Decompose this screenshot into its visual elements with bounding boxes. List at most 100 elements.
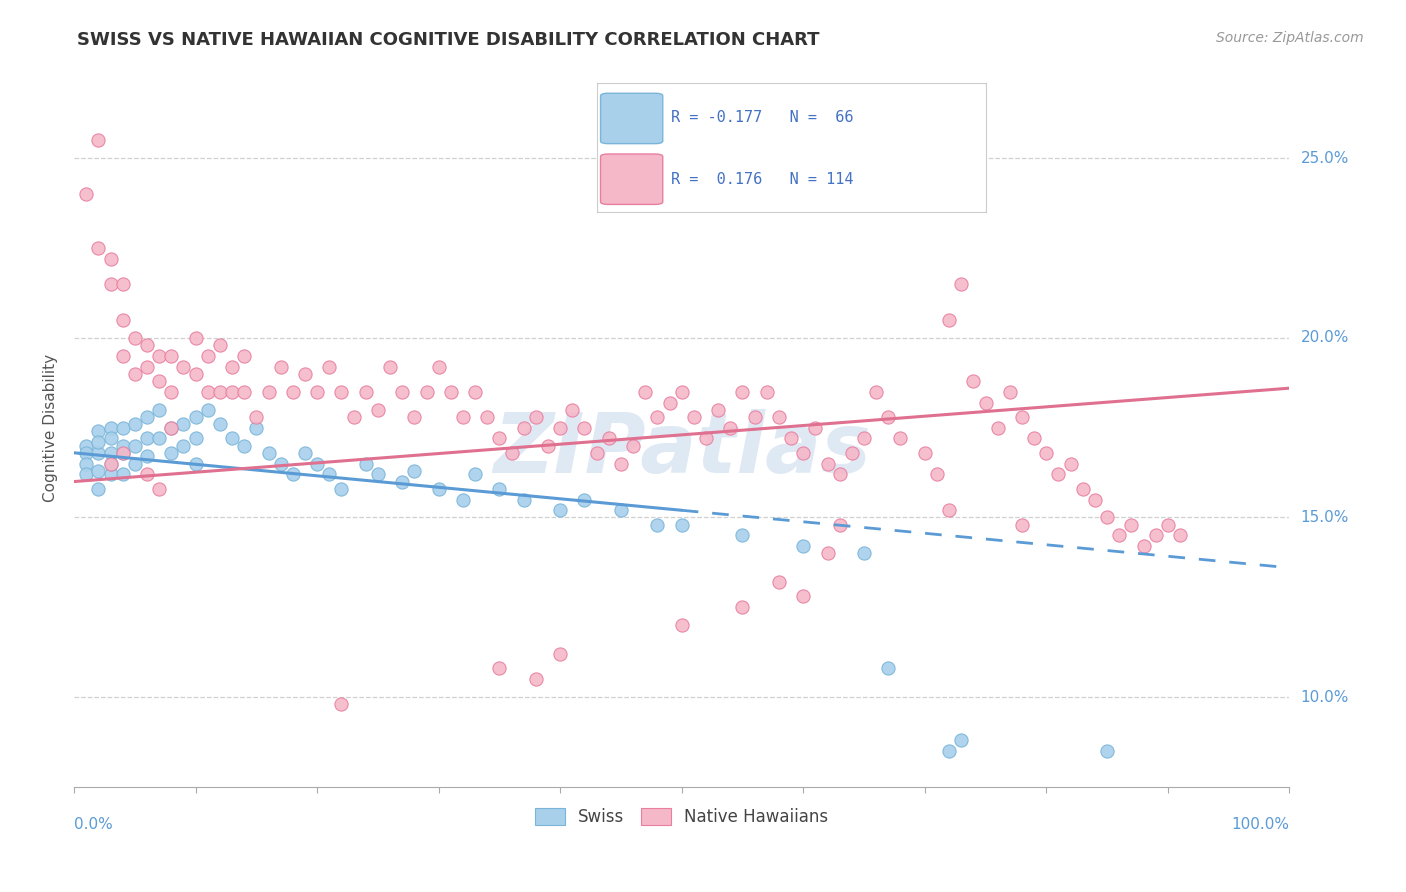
Point	[160, 420, 183, 434]
Point	[1157, 517, 1180, 532]
Point	[938, 744, 960, 758]
Point	[695, 432, 717, 446]
Point	[184, 409, 207, 424]
Point	[853, 546, 876, 560]
Point	[792, 590, 814, 604]
Point	[100, 467, 122, 482]
Point	[87, 133, 110, 147]
Point	[87, 435, 110, 450]
Point	[889, 432, 911, 446]
Point	[136, 432, 159, 446]
Point	[792, 539, 814, 553]
Point	[987, 420, 1010, 434]
Point	[330, 482, 353, 496]
Point	[281, 467, 304, 482]
Text: 100.0%: 100.0%	[1232, 817, 1289, 832]
Point	[172, 439, 194, 453]
Point	[501, 446, 523, 460]
Point	[877, 661, 900, 675]
Point	[744, 409, 766, 424]
Point	[477, 409, 499, 424]
Point	[111, 420, 134, 434]
Point	[427, 482, 450, 496]
Point	[111, 277, 134, 291]
Point	[427, 359, 450, 374]
Point	[817, 457, 839, 471]
Point	[1132, 539, 1154, 553]
Point	[1071, 482, 1094, 496]
Point	[307, 457, 329, 471]
Point	[925, 467, 948, 482]
Point	[270, 359, 292, 374]
Point	[124, 331, 146, 345]
Point	[683, 409, 706, 424]
Point	[87, 424, 110, 438]
Point	[136, 338, 159, 352]
Point	[561, 402, 583, 417]
Point	[148, 402, 170, 417]
Point	[160, 420, 183, 434]
Point	[87, 482, 110, 496]
Point	[136, 409, 159, 424]
Point	[1084, 492, 1107, 507]
Point	[731, 384, 754, 399]
Point	[307, 384, 329, 399]
Point	[172, 417, 194, 431]
Point	[828, 517, 851, 532]
Point	[440, 384, 463, 399]
Point	[318, 467, 340, 482]
Point	[1121, 517, 1143, 532]
Point	[707, 402, 730, 417]
Point	[391, 475, 413, 489]
Point	[1095, 744, 1118, 758]
Point	[124, 439, 146, 453]
Point	[318, 359, 340, 374]
Point	[524, 672, 547, 686]
Point	[464, 467, 486, 482]
Point	[755, 384, 778, 399]
Point	[391, 384, 413, 399]
Point	[998, 384, 1021, 399]
Point	[221, 384, 243, 399]
Point	[731, 528, 754, 542]
Point	[548, 503, 571, 517]
Point	[221, 432, 243, 446]
Point	[111, 446, 134, 460]
Point	[124, 367, 146, 381]
Point	[208, 338, 231, 352]
Point	[658, 395, 681, 409]
Point	[100, 252, 122, 266]
Point	[938, 503, 960, 517]
Point	[780, 432, 803, 446]
Point	[671, 384, 693, 399]
Point	[354, 384, 377, 399]
Point	[124, 457, 146, 471]
Point	[950, 277, 973, 291]
Point	[233, 439, 256, 453]
Point	[208, 384, 231, 399]
Point	[160, 446, 183, 460]
Point	[208, 417, 231, 431]
Y-axis label: Cognitive Disability: Cognitive Disability	[44, 353, 58, 501]
Point	[865, 384, 887, 399]
Point	[354, 457, 377, 471]
Point	[1035, 446, 1057, 460]
Point	[1168, 528, 1191, 542]
Point	[768, 575, 790, 590]
Text: 25.0%: 25.0%	[1301, 151, 1348, 166]
Point	[184, 331, 207, 345]
Point	[148, 349, 170, 363]
Point	[574, 492, 596, 507]
Text: 10.0%: 10.0%	[1301, 690, 1348, 705]
Point	[172, 359, 194, 374]
Text: ZIPatlas: ZIPatlas	[492, 409, 870, 490]
Point	[647, 409, 669, 424]
Point	[574, 420, 596, 434]
Point	[221, 359, 243, 374]
Point	[197, 402, 219, 417]
Point	[75, 439, 97, 453]
Point	[512, 492, 534, 507]
Point	[233, 349, 256, 363]
Point	[160, 384, 183, 399]
Point	[136, 450, 159, 464]
